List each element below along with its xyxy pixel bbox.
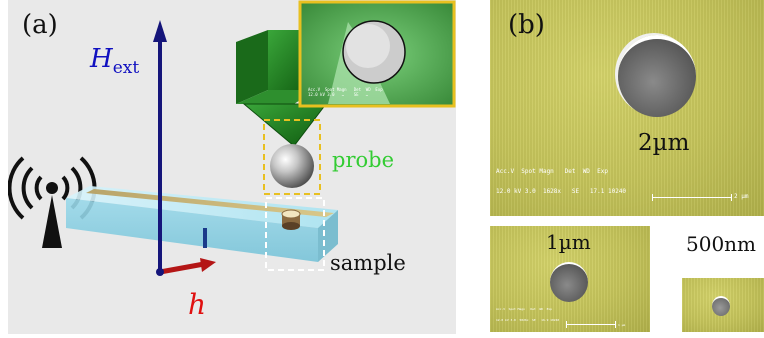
sem-1um-scale-bar — [566, 321, 616, 328]
waveguide-strip — [66, 186, 338, 262]
h-label: h — [188, 288, 207, 321]
probe-sphere — [270, 144, 314, 188]
sem-1um: 1µm Acc.V Spot Magn Det WD Exp 12.0 kV 3… — [490, 226, 650, 332]
hole-1um — [550, 262, 588, 302]
sample-disk — [281, 209, 301, 230]
hole-500nm — [712, 296, 730, 316]
probe-label: probe — [332, 148, 394, 172]
sample-label: sample — [330, 251, 406, 275]
sem-main-scale-text: 2 µm — [734, 193, 749, 201]
panel-b-label: (b) — [508, 10, 545, 40]
inset-footer: Acc.V Spot Magn Det WD Exp 12.0 kV 3.0 …… — [308, 87, 383, 97]
sem-1um-footer-line2: 12.0 kV 3.0 5826x SE 16.9 10240 — [496, 317, 560, 322]
h-ext-subscript: ext — [112, 58, 140, 79]
panel-a-label: (a) — [22, 10, 58, 40]
sem-1um-footer: Acc.V Spot Magn Det WD Exp 12.0 kV 3.0 5… — [496, 302, 644, 330]
h-arrowhead — [200, 258, 216, 272]
sem-main-scale-bar — [652, 194, 732, 201]
h-ext-label: Hext — [90, 44, 139, 78]
hole-1um-caption: 1µm — [546, 230, 591, 254]
probe-sem-inset — [298, 0, 456, 108]
sem-main-footer-line2: 12.0 kV 3.0 1628x SE 17.1 10240 — [496, 188, 627, 196]
panel-a: (a) Hext h probe sample Acc.V Spot Magn … — [8, 0, 456, 334]
sem-500nm — [682, 278, 764, 332]
hole-500nm-caption: 500nm — [686, 232, 757, 256]
sem-main-footer: Acc.V Spot Magn Det WD Exp 12.0 kV 3.0 1… — [496, 155, 758, 210]
h-axis — [159, 261, 205, 275]
sem-main-2um: (b) 2µm Acc.V Spot Magn Det WD Exp 12.0 … — [490, 0, 764, 216]
sem-1um-scale-text: 1 µm — [618, 322, 626, 327]
sem-1um-footer-line1: Acc.V Spot Magn Det WD Exp — [496, 307, 552, 312]
h-ext-arrowhead — [153, 20, 167, 42]
sem-main-footer-line1: Acc.V Spot Magn Det WD Exp — [496, 167, 608, 175]
h-ext-symbol: H — [90, 44, 113, 74]
cantilever — [236, 30, 328, 147]
setup-schematic — [8, 0, 456, 276]
sample-box — [265, 197, 325, 271]
probe-box — [263, 119, 321, 195]
hole-2um-caption: 2µm — [638, 130, 690, 156]
hole-2um — [618, 35, 696, 117]
